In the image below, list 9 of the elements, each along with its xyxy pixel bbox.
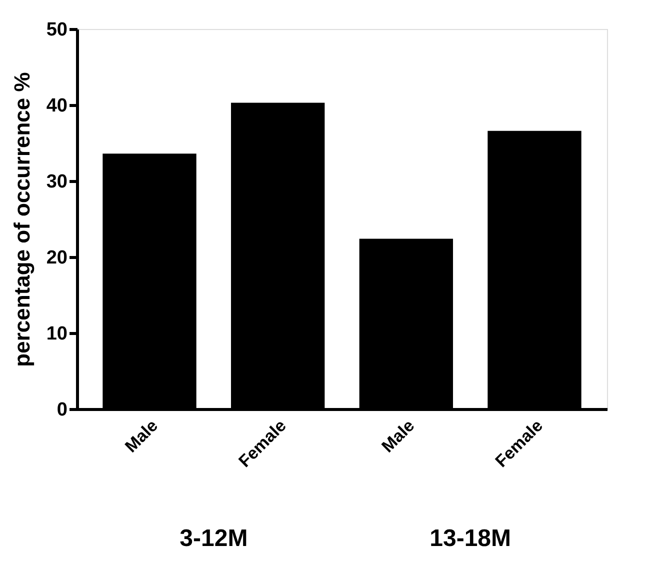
y-tick-label: 30 (46, 172, 68, 192)
text: 13-18M (430, 525, 512, 552)
text: 3-12M (180, 525, 248, 552)
y-tick-label: 20 (46, 248, 68, 268)
y-tick-label: 0 (56, 400, 68, 420)
y-tick-label: 50 (46, 20, 68, 40)
y-axis-title: percentage of occurrence % (9, 72, 34, 367)
y-tick-label: 40 (46, 96, 68, 116)
y-tick-label: 10 (46, 324, 68, 344)
